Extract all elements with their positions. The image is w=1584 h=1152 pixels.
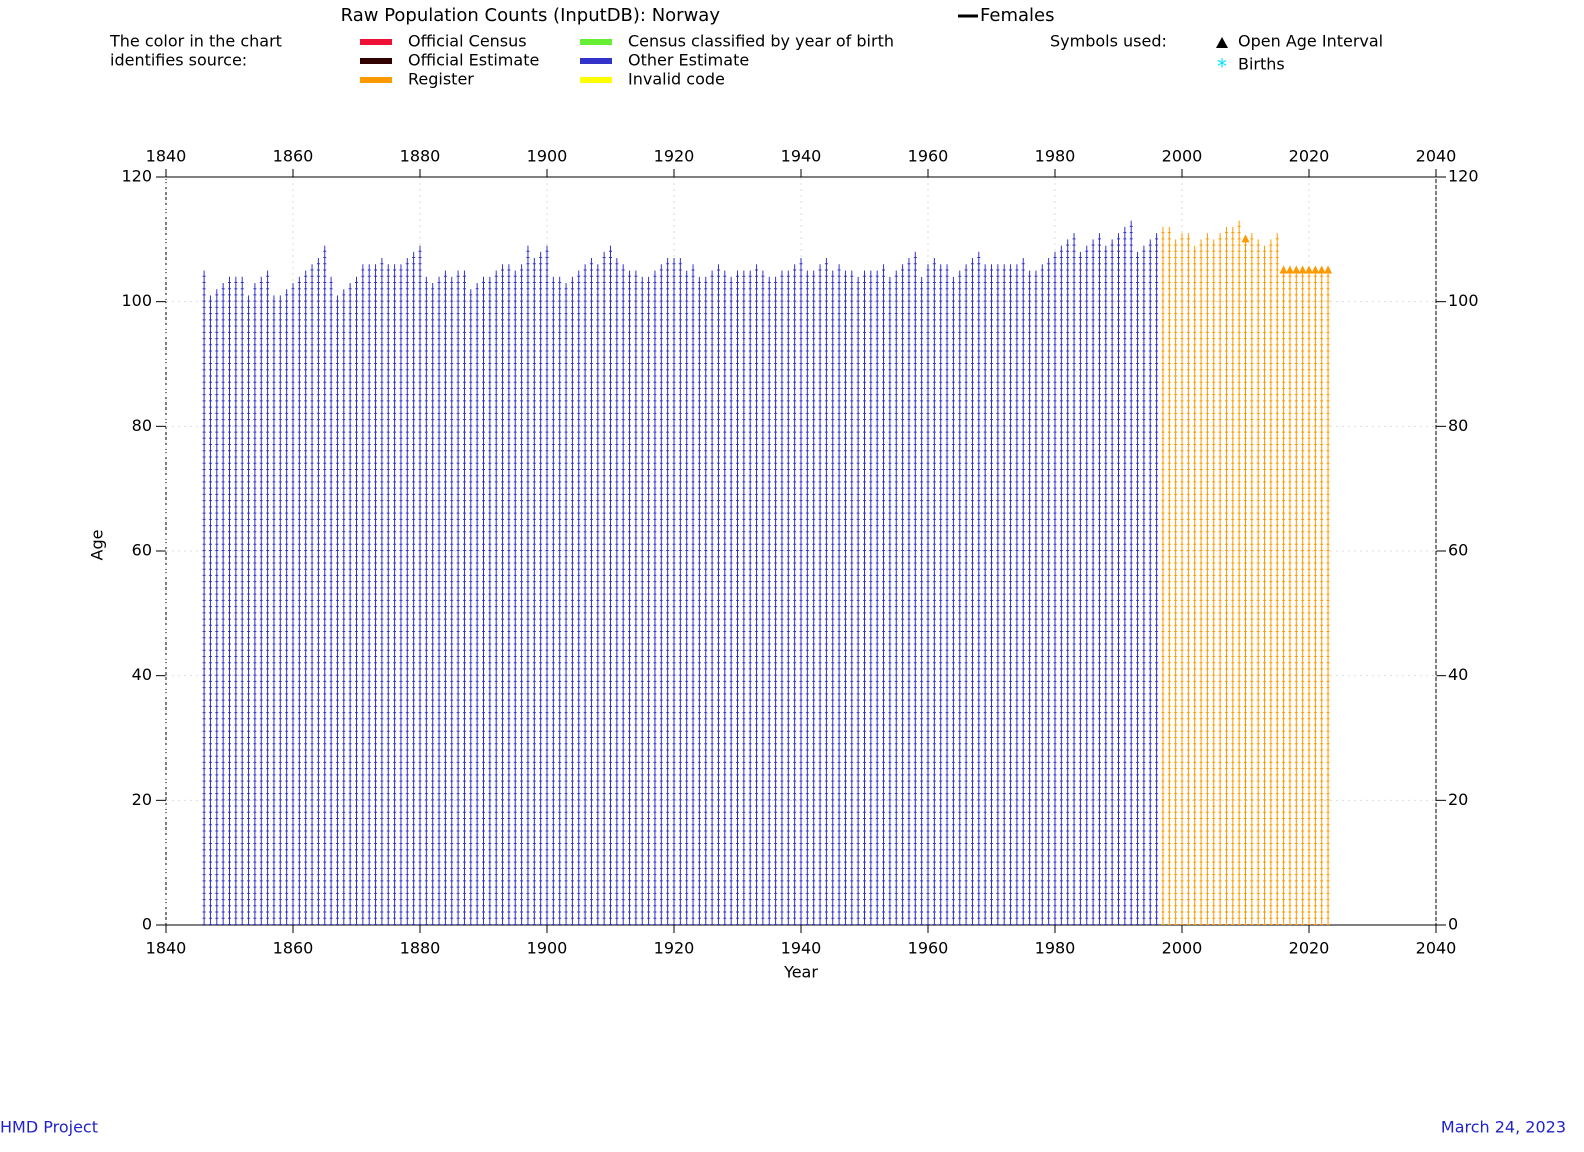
open-age-marker xyxy=(1298,265,1307,274)
y-tick-label-right: 120 xyxy=(1448,167,1479,186)
x-tick-label-top: 1980 xyxy=(1035,147,1076,166)
legend-label: Other Estimate xyxy=(628,51,749,70)
legend-label: Official Census xyxy=(408,32,527,51)
x-tick-label-top: 1860 xyxy=(273,147,314,166)
x-tick-label-top: 1940 xyxy=(781,147,822,166)
y-tick-label-right: 0 xyxy=(1448,915,1458,934)
y-tick-label: 100 xyxy=(121,291,152,310)
x-tick-label-top: 2040 xyxy=(1416,147,1457,166)
open-age-marker xyxy=(1292,265,1301,274)
y-tick-label: 0 xyxy=(142,915,152,934)
open-age-marker xyxy=(1241,234,1250,243)
legend-swatch xyxy=(580,58,612,64)
legend-label: Official Estimate xyxy=(408,51,539,70)
x-axis-label: Year xyxy=(783,963,818,982)
symbols-label: Symbols used: xyxy=(1050,32,1167,51)
x-tick-label: 1960 xyxy=(908,939,949,958)
y-tick-label: 120 xyxy=(121,167,152,186)
symbol-legend: Open Age Interval xyxy=(1238,32,1383,51)
y-axis-label: Age xyxy=(88,530,107,561)
x-tick-label: 2040 xyxy=(1416,939,1457,958)
y-tick-label-right: 60 xyxy=(1448,541,1468,560)
open-age-marker xyxy=(1305,265,1313,274)
open-age-marker xyxy=(1285,265,1294,274)
y-tick-label-right: 40 xyxy=(1448,665,1468,684)
legend-swatch xyxy=(360,39,392,45)
legend-swatch xyxy=(580,39,612,45)
open-age-marker xyxy=(1324,265,1333,274)
chart-title: Raw Population Counts (InputDB): Norway xyxy=(341,5,721,26)
legend-label: Register xyxy=(408,70,474,89)
footer-right: March 24, 2023 xyxy=(1441,1118,1566,1137)
legend-swatch xyxy=(360,58,392,64)
legend-swatch xyxy=(580,77,612,83)
x-tick-label-top: 2020 xyxy=(1289,147,1330,166)
x-tick-label-top: 1900 xyxy=(527,147,568,166)
x-tick-label: 1880 xyxy=(400,939,441,958)
symbol-legend: Births xyxy=(1238,55,1285,74)
footer-left: HMD Project xyxy=(0,1118,98,1137)
x-tick-label-top: 1840 xyxy=(146,147,187,166)
x-tick-label: 1980 xyxy=(1035,939,1076,958)
y-tick-label: 40 xyxy=(132,665,152,684)
x-tick-label: 2000 xyxy=(1162,939,1203,958)
y-tick-label: 20 xyxy=(132,790,152,809)
x-tick-label: 1840 xyxy=(146,939,187,958)
x-tick-label-top: 1880 xyxy=(400,147,441,166)
asterisk-symbol: * xyxy=(1217,55,1227,79)
y-tick-label: 60 xyxy=(132,541,152,560)
legend-label: Census classified by year of birth xyxy=(628,32,894,51)
open-age-marker xyxy=(1317,265,1326,274)
legend-intro: identifies source: xyxy=(110,51,247,70)
y-tick-label-right: 80 xyxy=(1448,416,1468,435)
y-tick-label-right: 20 xyxy=(1448,790,1468,809)
legend-swatch xyxy=(360,77,392,83)
x-tick-label: 1900 xyxy=(527,939,568,958)
x-tick-label-top: 1920 xyxy=(654,147,695,166)
y-tick-label: 80 xyxy=(132,416,152,435)
sex-label: Females xyxy=(980,5,1054,26)
triangle-symbol xyxy=(1216,37,1228,48)
legend-label: Invalid code xyxy=(628,70,725,89)
open-age-marker xyxy=(1311,265,1320,274)
x-tick-label: 1920 xyxy=(654,939,695,958)
y-tick-label-right: 100 xyxy=(1448,291,1479,310)
x-tick-label-top: 2000 xyxy=(1162,147,1203,166)
open-age-marker xyxy=(1279,265,1288,274)
legend-intro: The color in the chart xyxy=(109,32,282,51)
x-tick-label: 2020 xyxy=(1289,939,1330,958)
x-tick-label: 1940 xyxy=(781,939,822,958)
x-tick-label-top: 1960 xyxy=(908,147,949,166)
x-tick-label: 1860 xyxy=(273,939,314,958)
